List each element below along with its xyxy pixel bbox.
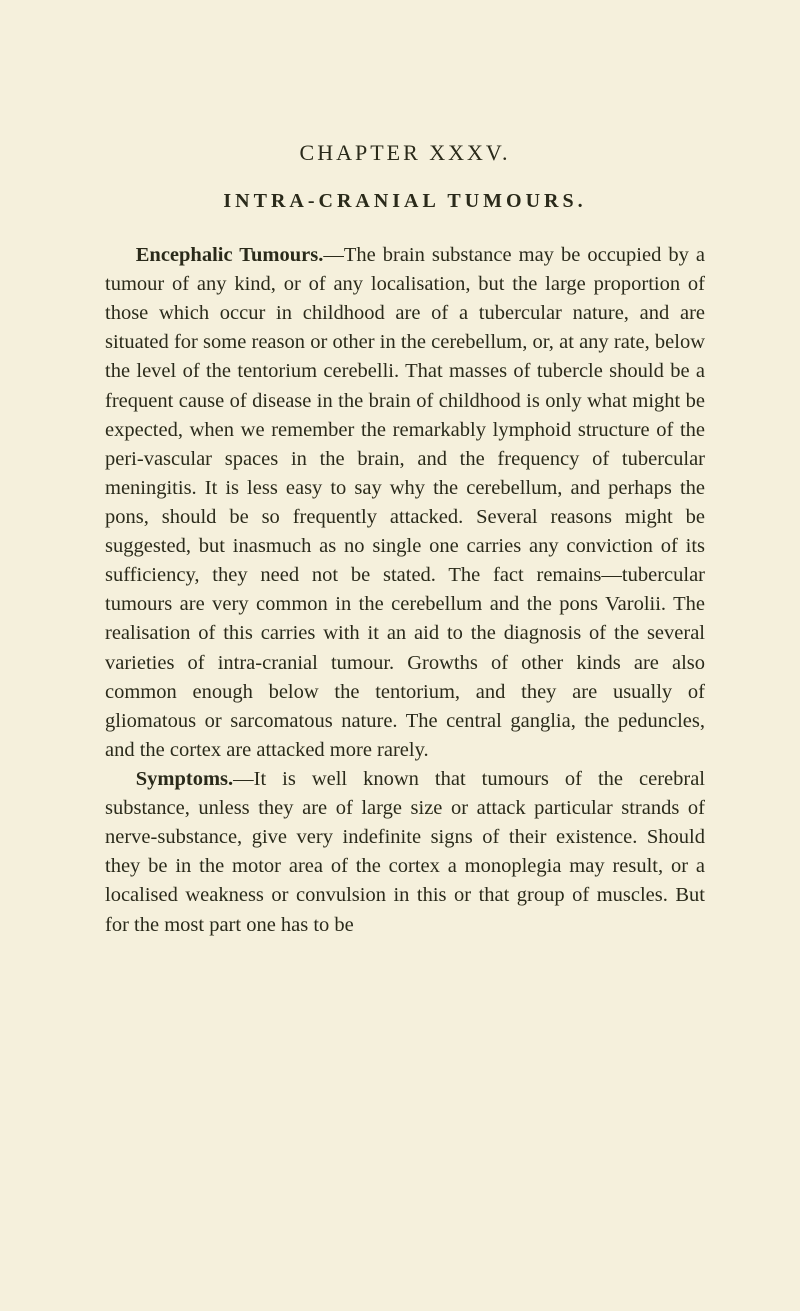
paragraph-1-text: —The brain substance may be occupied by …	[105, 244, 705, 761]
paragraph-2: Symptoms.—It is well known that tumours …	[105, 765, 705, 940]
bold-term-1: Encephalic Tumours.	[136, 244, 324, 266]
page-content: CHAPTER XXXV. INTRA-CRANIAL TUMOURS. Enc…	[105, 140, 705, 940]
bold-term-2: Symptoms.	[136, 768, 233, 790]
paragraph-1: Encephalic Tumours.—The brain substance …	[105, 241, 705, 765]
section-heading: INTRA-CRANIAL TUMOURS.	[105, 190, 705, 213]
paragraph-2-text: —It is well known that tumours of the ce…	[105, 768, 705, 936]
chapter-heading: CHAPTER XXXV.	[105, 140, 705, 166]
